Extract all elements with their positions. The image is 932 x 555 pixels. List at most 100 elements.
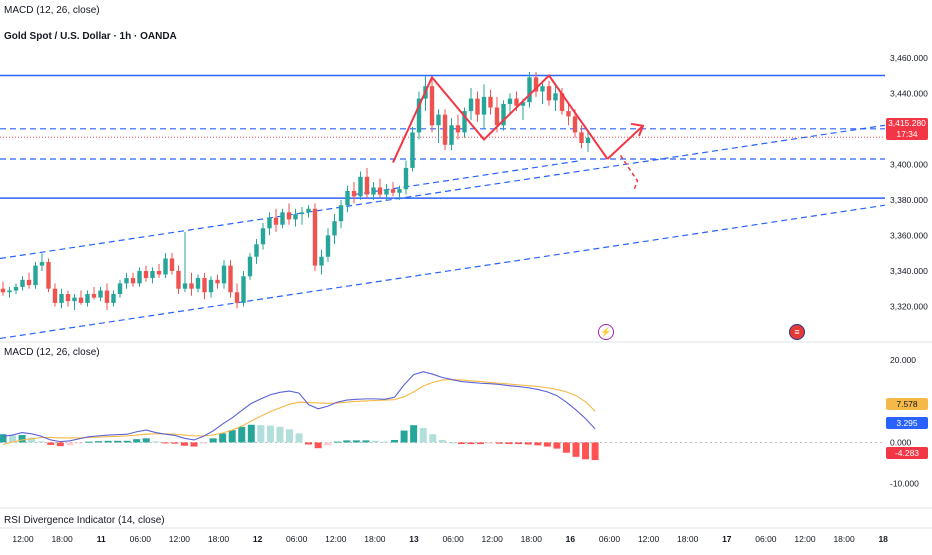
candle-body [299,212,305,215]
macd-histogram-bar [591,442,599,461]
macd-histogram-bar [95,441,102,443]
macd-histogram-bar [295,433,303,443]
macd-histogram-bar [104,440,112,443]
candle-body [202,278,207,293]
macd-histogram-bar [200,442,208,444]
candle-body [436,114,441,126]
candle-body [397,189,402,193]
macd-histogram-bar [276,426,284,443]
candle-body [182,283,188,289]
time-axis-label: 11 [97,534,106,544]
candle-body [319,256,324,266]
price-tick-label: 3,320.000 [890,301,928,311]
macd-histogram-bar [371,440,379,443]
macd-value-tag: 3.295 [886,417,928,429]
candle-body [520,102,526,106]
candle-body [46,262,51,289]
candle-body [247,256,253,277]
candle-body [33,265,38,286]
macd-histogram-group [0,424,599,461]
candle-body [306,208,311,213]
macd-histogram-bar [286,429,293,443]
price-tick-label: 3,380.000 [890,195,928,205]
macd-histogram-bar [247,424,255,443]
candle-body [208,279,214,293]
us-flag-icon[interactable]: ≡ [789,324,805,340]
candle-body [254,244,259,257]
macd-histogram-bar [219,433,227,443]
macd-histogram-bar [333,441,341,443]
candle-body [325,235,331,257]
trendline-dashed [0,204,886,340]
time-axis-label: 06:00 [442,534,464,544]
candle-body [234,292,240,303]
time-axis-label: 18:00 [677,534,699,544]
macd-histogram-bar [47,442,55,445]
candle-body [455,125,461,133]
time-axis-label: 18:00 [833,534,855,544]
macd-histogram-bar [438,439,446,443]
macd-histogram-bar [142,438,150,443]
candle-body [280,212,285,225]
signal-line [2,378,596,446]
candle-body [553,93,558,101]
candle-body [228,265,233,293]
candle-body [475,98,480,115]
candle-body [260,228,266,245]
macd-histogram-bar [352,440,360,443]
candle-body [488,96,493,108]
candle-body [312,208,318,266]
lightning-icon[interactable]: ⚡ [598,324,614,340]
candle-body [117,283,123,295]
price-tick-label: 3,340.000 [890,266,928,276]
candles-group [0,71,591,311]
candle-body [371,187,376,195]
time-axis-label: 12:00 [638,534,660,544]
macd-histogram-bar [0,434,7,443]
macd-tick-label: -10.000 [890,479,919,489]
macd-histogram-bar [543,442,551,447]
candle-body [514,98,519,106]
projection-dashed-path [619,155,639,192]
macd-histogram-bar [238,426,246,443]
time-axis-label: 06:00 [286,534,308,544]
candle-body [566,111,571,117]
candle-body [241,276,246,303]
macd-histogram-bar [305,442,313,445]
candle-body [403,167,409,190]
time-axis-label: 18:00 [51,534,73,544]
candle-body [195,278,201,289]
macd-histogram-bar [324,442,332,446]
candle-body [221,265,227,284]
macd-histogram-bar [133,439,141,443]
candle-body [410,132,415,168]
time-axis-label: 12:00 [169,534,191,544]
macd-histogram-bar [582,442,590,460]
candle-body [267,217,272,229]
candle-body [0,288,6,293]
candle-body [351,191,357,197]
candle-body [124,278,129,284]
trendline-dashed [353,160,580,196]
candle-body [286,212,292,220]
double-top-pattern-drawing [392,73,609,163]
macd-tick-label: 0.000 [890,437,912,447]
candle-body [585,137,591,144]
macd-histogram-bar [66,442,74,446]
macd-histogram-bar [534,442,542,446]
macd-histogram-bar [171,442,179,444]
candle-body [215,279,220,284]
macd-histogram-bar [515,442,523,445]
candle-body [59,294,64,303]
time-axis-label: 12:00 [794,534,816,544]
macd-histogram-bar [161,442,169,444]
time-axis-label: 12:00 [12,534,34,544]
candle-body [20,279,25,287]
candle-body [7,290,12,293]
candle-body [338,205,344,222]
candle-body [507,98,513,104]
price-tick-label: 3,440.000 [890,88,928,98]
candle-body [13,286,19,291]
